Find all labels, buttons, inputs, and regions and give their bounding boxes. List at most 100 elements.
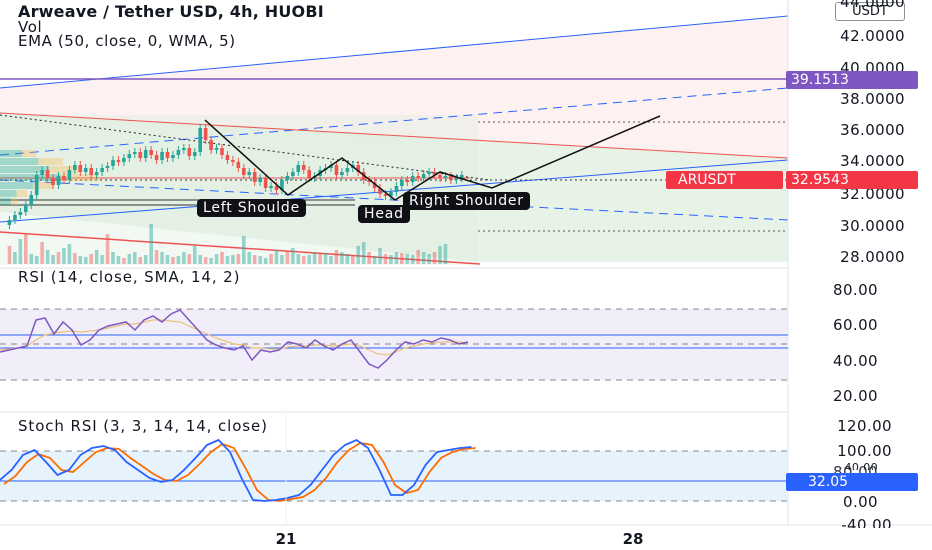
stoch-legend[interactable]: Stoch RSI (3, 3, 14, 14, close) (18, 417, 268, 435)
volume-bar (416, 250, 420, 264)
symbol-title[interactable]: Arweave / Tether USD, 4h, HUOBI (18, 2, 324, 21)
candle-body (100, 168, 104, 172)
candle-body (165, 152, 170, 158)
candle-body (45, 170, 50, 178)
volume-bar (45, 250, 50, 264)
candle-body (345, 168, 350, 172)
volume-bar (296, 254, 301, 264)
last-price-tag: 32.9543 (786, 171, 918, 189)
price-tick: 42.0000 (840, 27, 905, 45)
stoch-tick: 0.00 (843, 493, 878, 511)
dashed-channel-top[interactable] (0, 87, 789, 156)
volume-bar (307, 255, 311, 264)
candle-body (176, 150, 181, 155)
upper-trend-line[interactable] (0, 15, 789, 89)
red-channel-top[interactable] (0, 112, 789, 159)
candle-body (301, 165, 306, 170)
head-label[interactable]: Head (358, 205, 410, 223)
candle-body (394, 186, 399, 192)
volume-bar (263, 258, 268, 264)
rsi-legend[interactable]: RSI (14, close, SMA, 14, 2) (18, 268, 241, 286)
stoch-k-line[interactable] (0, 438, 472, 502)
candle-body (416, 176, 420, 178)
candle-body (460, 175, 464, 178)
candle-body (127, 154, 132, 158)
stoch-value-tag: 32.05 (786, 473, 918, 491)
candle-body (138, 152, 143, 158)
volume-bar (269, 254, 273, 264)
candle-body (280, 180, 284, 190)
volume-bar (214, 254, 219, 264)
candle-body (367, 180, 371, 182)
volume-bar (280, 255, 284, 264)
volume-bar (127, 254, 132, 264)
candle-body (83, 168, 88, 172)
volume-bar (405, 254, 410, 264)
right-shoulder-label[interactable]: Right Shoulder (403, 192, 530, 210)
volume-bar (361, 242, 366, 264)
volume-bar (394, 252, 399, 264)
candle-body (389, 192, 393, 196)
volume-bar (427, 254, 431, 264)
volume-legend[interactable]: Vol (18, 18, 43, 36)
price-tick: 28.0000 (840, 248, 905, 266)
time-tick: 21 (275, 530, 297, 548)
red-channel-bottom[interactable] (0, 231, 481, 265)
volume-bar (13, 252, 17, 264)
candle-body (89, 168, 93, 175)
candle-body (329, 165, 333, 168)
volume-bar (89, 254, 93, 264)
rsi-ma-line (0, 319, 469, 356)
volume-profile-bar (33, 182, 54, 189)
price-tick: 30.0000 (840, 217, 905, 235)
candle-body (73, 165, 77, 170)
volume-bar (18, 239, 23, 264)
volume-bar (143, 255, 148, 264)
volume-bar (111, 252, 115, 264)
rsi-line[interactable] (0, 309, 469, 369)
volume-bar (301, 256, 306, 264)
volume-bar (34, 256, 39, 264)
candle-body (67, 170, 72, 180)
stoch-d-line (3, 442, 476, 502)
volume-bar (378, 248, 382, 264)
volume-bar (176, 256, 181, 264)
volume-bar (220, 252, 224, 264)
candle-body (94, 172, 99, 175)
candlesticks[interactable] (7, 124, 464, 229)
volume-profile (0, 150, 99, 205)
volume-bar (345, 254, 350, 264)
volume-bar (198, 255, 202, 264)
candle-body (378, 188, 382, 194)
candle-body (105, 166, 110, 168)
price-tick: 38.0000 (840, 90, 905, 108)
volume-bar (56, 252, 61, 264)
head-shoulders-pattern[interactable] (204, 115, 661, 201)
candle-body (62, 176, 66, 180)
volume-bar (252, 255, 257, 264)
candle-body (133, 152, 137, 154)
candle-body (307, 170, 311, 178)
candle-body (449, 176, 453, 180)
candle-body (263, 178, 268, 188)
candle-body (29, 195, 34, 205)
ema-legend[interactable]: EMA (50, close, 0, WMA, 5) (18, 32, 236, 50)
candle-body (122, 158, 126, 162)
volume-bar (67, 244, 72, 264)
candle-body (269, 186, 273, 188)
volume-profile-bar (0, 174, 61, 181)
candle-body (258, 178, 262, 182)
volume-bar (432, 252, 437, 264)
rsi-band (0, 309, 788, 380)
candle-body (296, 165, 301, 172)
neckline[interactable] (0, 159, 789, 223)
candle-body (13, 215, 17, 220)
currency-button[interactable]: USDT (835, 2, 905, 21)
volume-bar (105, 234, 110, 264)
left-shoulder-label[interactable]: Left Shoulde (197, 199, 306, 217)
volume-bar (203, 257, 208, 264)
candle-body (56, 176, 61, 185)
candle-body (252, 172, 257, 182)
